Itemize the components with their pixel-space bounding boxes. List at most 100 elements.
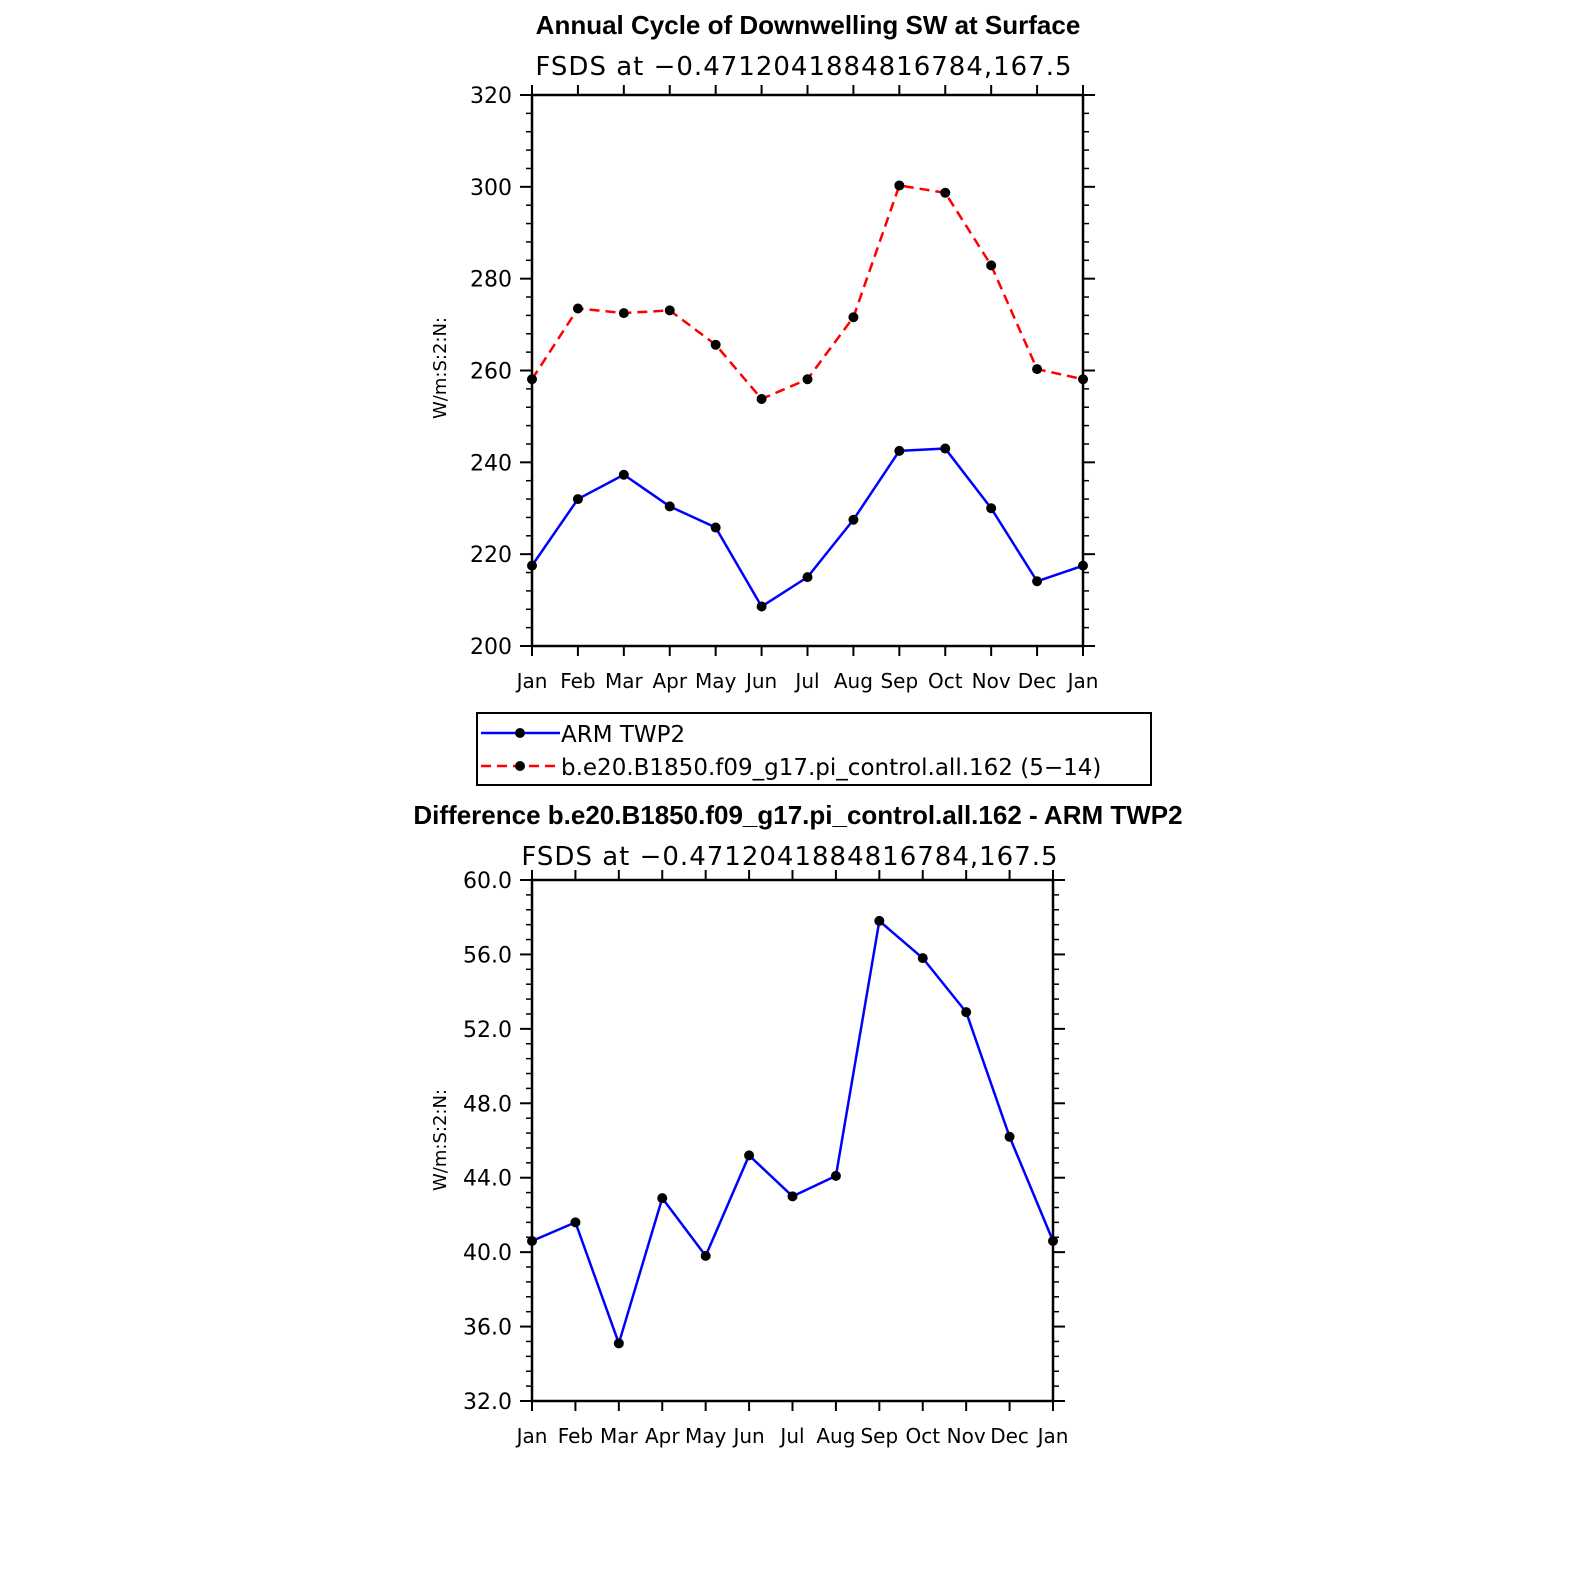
bottom-xtick-label: Nov [947,1424,986,1448]
top-series-0-point [986,503,997,514]
bottom-ytick-label: 56.0 [463,943,512,968]
top-plot-area: Jan Feb Mar Apr May Jun Jul Aug Sep Oct Nov Dec Jan2… [470,84,1098,693]
top-xtick-label: Aug [834,669,873,693]
legend-label-model: b.e20.B1850.f09_g17.pi_control.all.162 (… [561,755,1101,781]
top-xtick-label: Oct [928,669,963,693]
top-series-1-point [527,374,537,385]
bottom-chart-title: Difference b.e20.B1850.f09_g17.pi_contro… [413,800,1182,830]
top-series-1-point [664,305,675,316]
top-xtick-label: Jan [515,669,548,693]
top-series-1-point [1078,374,1088,385]
bottom-series-0-point [527,1235,537,1246]
bottom-series-0-point [1048,1235,1058,1246]
bottom-chart-ylabel: W/m:S:2:N: [430,1089,451,1191]
top-series-1-point [572,303,583,314]
bottom-ytick-label: 48.0 [463,1092,512,1117]
bottom-series-0-point [613,1338,624,1349]
bottom-series-0-point [787,1191,798,1202]
bottom-series-0-point [744,1150,755,1161]
top-series-0-point [1032,576,1043,587]
top-ytick-label: 240 [470,451,512,476]
top-series-1-point [710,339,721,350]
bottom-xtick-label: May [685,1424,727,1448]
bottom-xtick-label: Apr [645,1424,680,1448]
bottom-series-0-point [657,1193,668,1204]
top-chart-subtitle: FSDS at −0.4712041884816784,167.5 [535,52,1072,82]
top-series-0-point [572,494,583,505]
bottom-series-line-0 [531,919,1055,1345]
bottom-series-0-point [917,953,928,964]
top-series-0-point [756,601,767,612]
top-chart-ylabel: W/m:S:2:N: [430,317,451,419]
bottom-xtick-label: Sep [860,1424,898,1448]
top-series-0-point [848,514,859,525]
top-series-1-point [802,374,813,385]
bottom-xtick-label: Mar [600,1424,639,1448]
top-series-1-point [1032,364,1043,375]
legend-marker-obs [515,728,525,738]
top-xtick-label: Sep [880,669,918,693]
top-series-0-point [894,445,905,456]
bottom-series-0-point [874,915,885,926]
top-series-0-point [802,572,813,583]
bottom-xtick-label: Jan [515,1424,548,1448]
top-ytick-label: 200 [470,635,512,660]
top-series-0-point [664,501,675,512]
top-xtick-label: Feb [560,669,595,693]
top-xtick-label: Jan [1066,669,1099,693]
bottom-xtick-label: Feb [558,1424,593,1448]
bottom-xtick-label: Jul [778,1424,804,1448]
top-series-1-point [848,312,859,323]
bottom-frame [530,878,1055,1403]
top-ytick-label: 320 [470,84,512,109]
top-chart-title: Annual Cycle of Downwelling SW at Surfac… [536,10,1081,40]
bottom-series-0-point [1004,1131,1015,1142]
bottom-xtick-label: Oct [905,1424,940,1448]
bottom-ytick-label: 36.0 [463,1316,512,1341]
top-series-0-point [940,443,951,454]
bottom-series-0-point [961,1007,972,1018]
top-xtick-label: Dec [1018,669,1057,693]
bottom-ytick-label: 32.0 [463,1390,512,1415]
top-ytick-label: 280 [470,268,512,293]
top-series-1-point [894,180,905,191]
bottom-series-0-point [830,1170,841,1181]
bottom-xtick-label: Jun [731,1424,764,1448]
top-xtick-label: Mar [605,669,644,693]
bottom-series-0-point [700,1250,711,1261]
legend-box [476,712,1152,786]
top-ytick-label: 300 [470,176,512,201]
top-series-0-point [618,469,629,480]
top-series-1-point [756,393,767,404]
bottom-ytick-label: 60.0 [463,869,512,894]
bottom-chart-subtitle: FSDS at −0.4712041884816784,167.5 [521,842,1058,872]
legend-marker-model [515,761,525,771]
bottom-xtick-label: Dec [990,1424,1029,1448]
top-series-1-point [986,260,997,271]
top-ytick-label: 260 [470,360,512,385]
bottom-xtick-label: Aug [816,1424,855,1448]
top-series-1-point [618,308,629,319]
top-ytick-label: 220 [470,543,512,568]
top-xtick-label: Apr [652,669,687,693]
bottom-xtick-label: Jan [1036,1424,1069,1448]
legend: ARM TWP2 b.e20.B1850.f09_g17.pi_control.… [476,712,1152,786]
top-xtick-label: May [695,669,737,693]
bottom-ytick-label: 40.0 [463,1241,512,1266]
bottom-plot-area: Jan Feb Mar Apr May Jun Jul Aug Sep Oct Nov Dec Jan3… [463,869,1068,1448]
top-series-line-1 [530,184,1084,401]
top-frame [530,93,1085,648]
top-xtick-label: Jun [744,669,777,693]
top-xtick-label: Jul [793,669,819,693]
top-series-0-point [1078,560,1088,571]
bottom-series-0-point [570,1217,581,1228]
top-series-0-point [710,522,721,533]
top-series-line-0 [530,447,1084,608]
bottom-ytick-label: 52.0 [463,1018,512,1043]
top-series-0-point [527,560,537,571]
legend-label-obs: ARM TWP2 [561,722,685,748]
top-series-1-point [940,187,951,198]
bottom-ytick-label: 44.0 [463,1167,512,1192]
top-xtick-label: Nov [972,669,1011,693]
